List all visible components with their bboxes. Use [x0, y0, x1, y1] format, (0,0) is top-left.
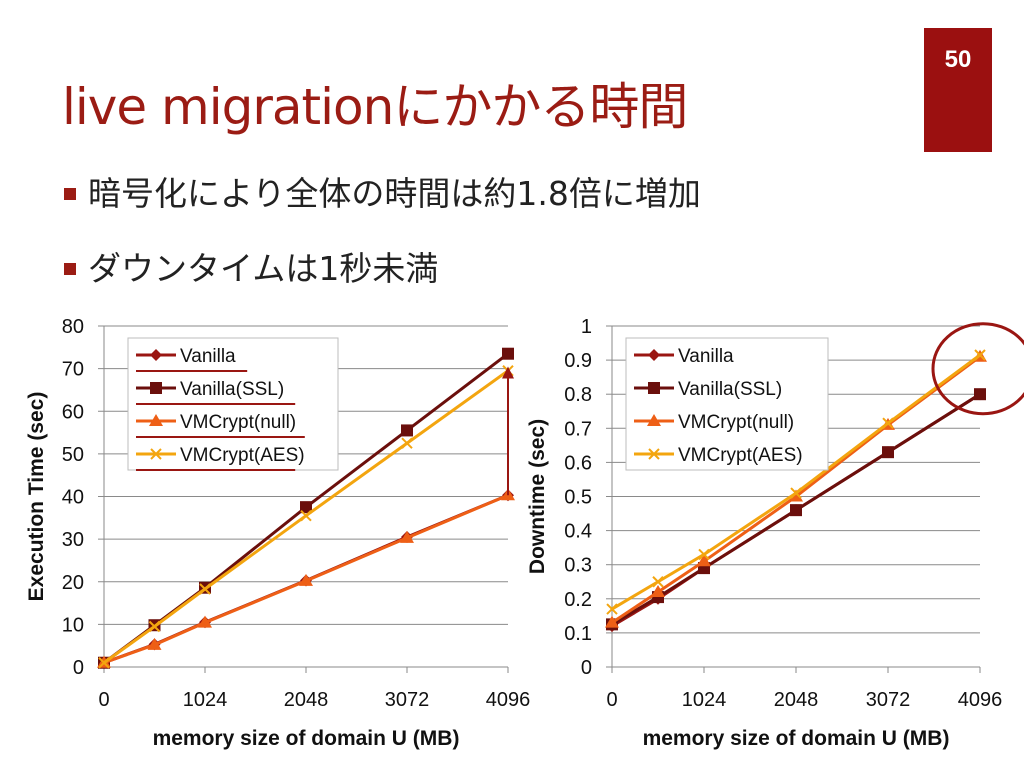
legend-marker [648, 382, 660, 394]
series-line [103, 369, 509, 664]
data-point [299, 573, 313, 586]
data-point [974, 388, 986, 401]
data-point [148, 620, 161, 633]
data-point [401, 424, 413, 437]
series-line [611, 353, 981, 611]
y-tick-label: 0.4 [564, 521, 592, 543]
data-point [698, 548, 710, 561]
x-tick-label: 3072 [866, 689, 911, 711]
annotation-circle [931, 322, 1024, 416]
series-VMCrypt(null) [97, 488, 515, 668]
bullet-text: ダウンタイムは1秒未満 [88, 249, 439, 288]
data-point [98, 657, 110, 669]
legend-box [625, 337, 829, 471]
y-axis-title: Downtime (sec) [526, 419, 549, 574]
x-tick-label: 3072 [385, 689, 430, 711]
y-tick-label: 0.8 [564, 384, 592, 406]
bullet-square-icon [64, 263, 76, 275]
series-line [103, 493, 509, 665]
legend-label: Vanilla [678, 346, 734, 367]
legend-label: VMCrypt(null) [678, 412, 794, 433]
y-tick-label: 0.9 [564, 350, 592, 372]
series-line [611, 392, 981, 626]
bullet-square-icon [64, 188, 76, 200]
data-point [300, 509, 312, 522]
legend-marker [648, 448, 660, 460]
legend-label: Vanilla [180, 346, 236, 367]
page-number-badge: 50 [924, 28, 992, 152]
x-tick-label: 2048 [284, 689, 329, 711]
data-point [697, 554, 711, 567]
x-axis-title: memory size of domain U (MB) [153, 727, 460, 750]
legend-marker [647, 414, 661, 426]
y-tick-label: 0 [581, 657, 592, 679]
data-point [198, 615, 212, 628]
x-tick-label: 4096 [486, 689, 531, 711]
x-tick-label: 4096 [958, 689, 1003, 711]
legend: Vanilla Vanilla(SSL) VMCrypt(null) VMCrypt(… [625, 337, 829, 471]
data-point [790, 487, 802, 499]
legend-label: VMCrypt(AES) [678, 445, 803, 466]
data-point [882, 417, 894, 429]
data-point [147, 637, 162, 650]
legend-label: VMCrypt(AES) [180, 445, 305, 466]
y-tick-label: 0.6 [564, 452, 592, 474]
x-tick-label: 1024 [682, 689, 727, 711]
y-tick-label: 10 [62, 614, 84, 636]
x-tick-label: 0 [606, 689, 617, 711]
y-tick-label: 20 [62, 572, 84, 594]
legend-marker [149, 414, 163, 426]
data-point [300, 501, 312, 514]
legend-marker [648, 349, 660, 361]
chart-1: 0 10 20 30 40 50 60 70 80 0 1024 2048 3072 4096 memory… [25, 316, 530, 750]
data-point [605, 615, 619, 628]
y-tick-label: 0.5 [564, 487, 592, 509]
data-point [790, 504, 802, 517]
y-axis-title: Execution Time (sec) [25, 392, 48, 602]
data-point [651, 584, 665, 597]
slide-title: live migrationにかかる時間 [62, 78, 688, 136]
y-tick-label: 80 [62, 316, 84, 338]
legend: Vanilla Vanilla(SSL) VMCrypt(null) VMCrypt(… [127, 337, 339, 471]
data-point [652, 576, 664, 588]
y-tick-label: 0.1 [564, 623, 592, 645]
y-tick-label: 70 [62, 359, 84, 381]
data-point [789, 489, 803, 502]
legend-label: VMCrypt(null) [180, 412, 296, 433]
legend-marker [150, 382, 162, 394]
y-tick-label: 0.2 [564, 589, 592, 611]
data-point [199, 583, 211, 595]
y-tick-label: 1 [581, 316, 592, 338]
data-point [974, 349, 986, 361]
y-tick-label: 30 [62, 529, 84, 551]
chart-2: 0 0.1 0.2 0.3 0.4 0.5 0.6 0.7 0.8 0.9 1 0 1024 2048 30… [526, 316, 1024, 750]
legend-label: Vanilla(SSL) [180, 379, 284, 400]
legend-label: Vanilla(SSL) [678, 379, 782, 400]
data-point [882, 446, 894, 459]
y-tick-label: 50 [62, 444, 84, 466]
y-tick-label: 0.7 [564, 418, 592, 440]
x-axis-title: memory size of domain U (MB) [643, 727, 950, 750]
series-VMCrypt(AES) [606, 349, 986, 615]
x-tick-label: 2048 [774, 689, 819, 711]
y-tick-label: 60 [62, 401, 84, 423]
bullet-text: 暗号化により全体の時間は約1.8倍に増加 [88, 174, 701, 213]
legend-marker [150, 448, 162, 460]
annotation-arrow-head [502, 366, 514, 379]
x-tick-label: 1024 [183, 689, 228, 711]
x-tick-label: 0 [98, 689, 109, 711]
series-VMCrypt(AES) [98, 365, 514, 669]
legend-marker [150, 349, 162, 361]
y-tick-label: 0.3 [564, 555, 592, 577]
data-point [400, 530, 414, 543]
data-point [401, 437, 413, 449]
y-tick-label: 40 [62, 487, 84, 509]
data-point [502, 347, 514, 360]
data-point [606, 603, 618, 615]
page-number: 50 [944, 46, 972, 73]
y-tick-label: 0 [73, 657, 84, 679]
